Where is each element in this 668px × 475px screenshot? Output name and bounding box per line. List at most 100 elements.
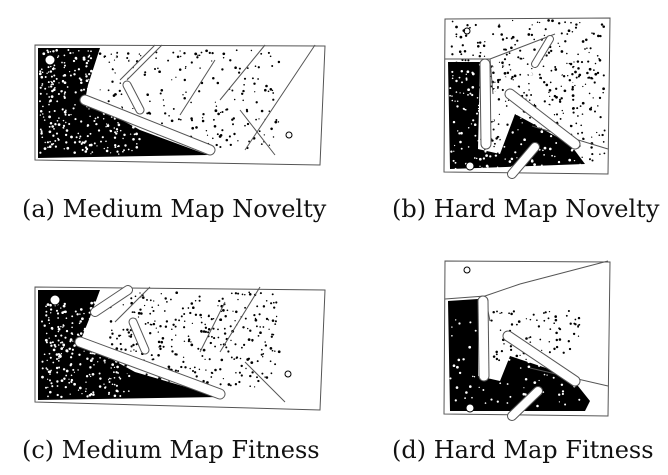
behavior-point	[190, 101, 192, 104]
behavior-point	[91, 372, 95, 376]
behavior-point	[243, 343, 246, 346]
behavior-point	[130, 297, 133, 300]
wall-bar-inner	[75, 337, 225, 399]
behavior-point	[503, 66, 507, 70]
behavior-point	[108, 377, 111, 380]
behavior-point	[494, 154, 498, 157]
behavior-point	[157, 340, 161, 344]
behavior-point	[469, 26, 471, 29]
behavior-point	[571, 87, 574, 91]
behavior-point	[118, 302, 122, 305]
behavior-point	[74, 310, 77, 313]
behavior-point	[602, 87, 605, 91]
behavior-point	[460, 147, 463, 150]
behavior-point	[465, 63, 467, 66]
behavior-point	[134, 83, 137, 86]
behavior-point	[515, 354, 519, 358]
behavior-point	[149, 144, 152, 146]
wall-bar-inner	[503, 331, 580, 386]
behavior-point	[198, 90, 201, 93]
behavior-point	[242, 89, 245, 93]
behavior-point	[164, 325, 168, 328]
behavior-point	[136, 87, 140, 90]
behavior-point	[45, 341, 48, 344]
behavior-point	[63, 54, 66, 57]
behavior-point	[565, 314, 568, 317]
behavior-point	[581, 131, 584, 134]
behavior-point	[63, 148, 66, 150]
behavior-point	[519, 146, 523, 149]
behavior-point	[78, 137, 81, 139]
behavior-point	[130, 333, 133, 336]
behavior-point	[230, 356, 233, 359]
behavior-point	[189, 311, 192, 315]
behavior-point	[41, 84, 43, 87]
behavior-point	[69, 74, 72, 77]
behavior-point	[171, 79, 173, 81]
behavior-point	[94, 117, 97, 120]
behavior-point	[134, 376, 137, 379]
behavior-point	[41, 136, 44, 139]
behavior-point	[482, 44, 486, 48]
behavior-point	[232, 123, 234, 126]
behavior-point	[529, 123, 532, 125]
behavior-point	[591, 136, 593, 138]
behavior-point	[513, 154, 515, 157]
behavior-point	[131, 311, 134, 313]
behavior-point	[138, 137, 141, 141]
behavior-point	[42, 52, 46, 56]
behavior-point	[524, 92, 527, 95]
behavior-point	[175, 291, 179, 295]
behavior-point	[117, 119, 120, 122]
behavior-point	[549, 328, 552, 330]
behavior-point	[496, 400, 499, 403]
behavior-point	[60, 395, 63, 399]
behavior-point	[455, 319, 457, 321]
behavior-point	[471, 75, 474, 79]
behavior-point	[274, 363, 277, 366]
start-circle-icon	[49, 294, 61, 306]
behavior-point	[453, 150, 455, 152]
wall-bar-inner	[129, 318, 149, 354]
behavior-point	[517, 63, 520, 66]
behavior-point	[129, 60, 131, 62]
behavior-point	[93, 301, 96, 304]
behavior-point	[490, 319, 493, 322]
behavior-point	[458, 50, 462, 53]
behavior-point	[129, 142, 133, 146]
behavior-point	[54, 123, 57, 126]
behavior-point	[62, 119, 65, 122]
behavior-point	[52, 83, 54, 86]
behavior-point	[555, 113, 559, 116]
behavior-point	[70, 374, 73, 377]
behavior-point	[140, 55, 142, 57]
behavior-point	[475, 112, 479, 115]
behavior-point	[208, 51, 211, 55]
behavior-point	[559, 117, 562, 120]
behavior-point	[509, 105, 513, 109]
behavior-point	[515, 113, 518, 116]
behavior-point	[51, 67, 55, 71]
behavior-point	[566, 52, 568, 55]
behavior-point	[242, 326, 245, 329]
behavior-point	[59, 341, 62, 344]
behavior-point	[71, 348, 74, 351]
behavior-point	[85, 73, 87, 75]
behavior-point	[85, 79, 89, 83]
behavior-point	[170, 338, 173, 341]
behavior-point	[211, 51, 214, 55]
behavior-point	[451, 70, 454, 73]
behavior-point	[520, 117, 522, 119]
behavior-point	[159, 347, 162, 351]
behavior-point	[492, 135, 494, 138]
behavior-point	[83, 141, 86, 144]
behavior-point	[493, 88, 497, 92]
behavior-point	[260, 52, 263, 55]
behavior-point	[222, 309, 225, 312]
behavior-point	[598, 59, 602, 62]
behavior-point	[244, 317, 247, 320]
behavior-point	[70, 113, 72, 116]
behavior-point	[97, 62, 100, 65]
behavior-point	[562, 75, 566, 78]
behavior-point	[119, 309, 121, 312]
